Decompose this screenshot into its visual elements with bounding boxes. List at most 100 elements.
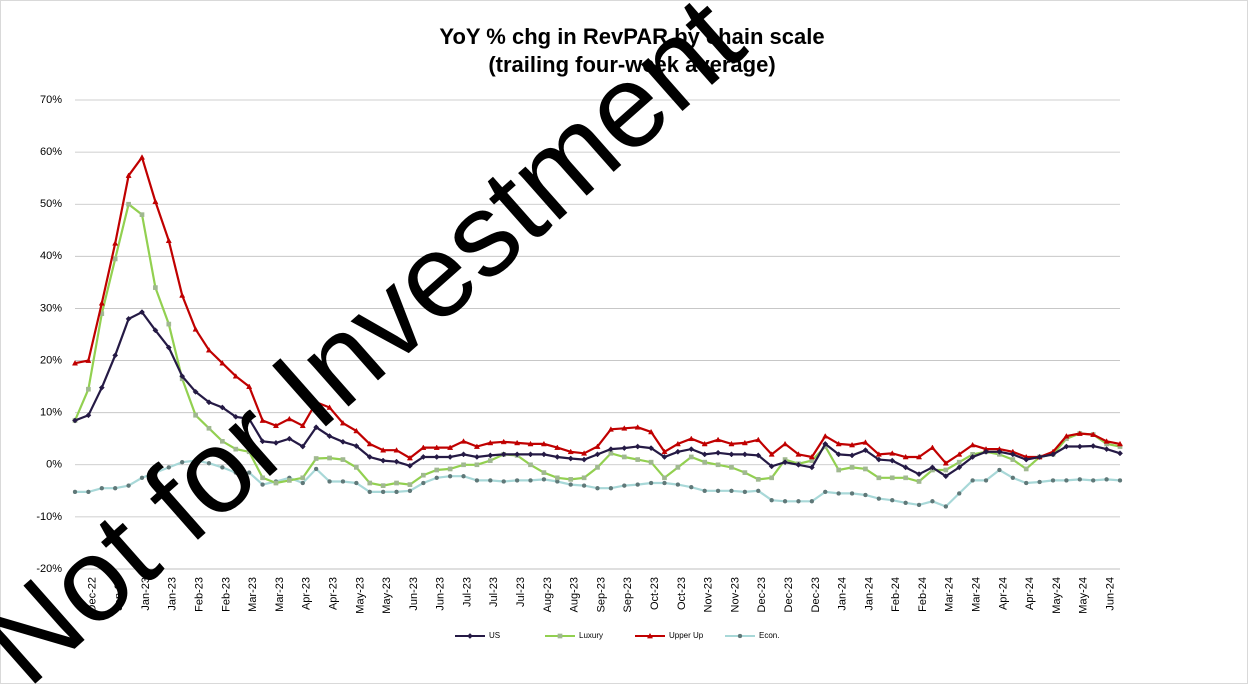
marker	[808, 453, 815, 460]
chart-subtitle: (trailing four-week average)	[488, 52, 775, 77]
marker	[1050, 451, 1056, 458]
marker	[648, 445, 655, 452]
marker	[339, 419, 346, 426]
marker	[340, 457, 346, 462]
marker	[286, 435, 293, 442]
marker	[701, 451, 708, 458]
marker	[822, 440, 829, 447]
marker	[447, 466, 453, 472]
marker	[98, 384, 105, 391]
x-tick-label: Jul-23	[461, 577, 473, 607]
marker	[581, 450, 588, 456]
marker	[646, 632, 654, 639]
marker	[220, 438, 225, 444]
marker	[85, 412, 92, 419]
marker	[406, 462, 413, 469]
marker	[942, 460, 949, 466]
marker	[179, 373, 186, 380]
marker	[193, 412, 198, 418]
marker	[942, 473, 949, 480]
marker	[353, 427, 360, 434]
marker	[554, 444, 561, 450]
marker	[487, 452, 494, 459]
marker	[822, 433, 829, 439]
x-tick-label: Aug-23	[569, 577, 581, 612]
marker	[527, 440, 534, 447]
marker	[407, 482, 413, 487]
marker	[393, 458, 400, 465]
marker	[808, 464, 815, 471]
marker	[260, 482, 265, 487]
marker	[688, 435, 695, 442]
marker	[782, 440, 789, 447]
marker	[447, 474, 453, 479]
marker	[715, 436, 722, 443]
marker	[622, 483, 627, 488]
marker	[179, 292, 186, 298]
marker	[354, 480, 359, 486]
marker	[769, 475, 774, 481]
x-tick-label: Apr-23	[327, 577, 339, 610]
marker	[313, 399, 320, 405]
marker	[340, 479, 346, 484]
marker	[607, 446, 614, 453]
marker	[662, 475, 667, 481]
marker	[956, 451, 963, 457]
plot-area: -20% -10% 0% 10% 20% 30% 40% 50% 60% 70% Dec-22 Jan…	[36, 94, 1124, 614]
marker	[875, 456, 882, 463]
marker	[674, 440, 681, 447]
marker	[1064, 478, 1069, 483]
x-tick-label: Dec-23	[756, 577, 768, 612]
marker	[688, 454, 694, 460]
marker	[648, 459, 654, 465]
marker	[890, 498, 895, 503]
marker	[71, 360, 79, 366]
marker	[1103, 446, 1110, 453]
chart-title: YoY % chg in RevPAR by chain scale	[439, 24, 824, 49]
marker	[568, 482, 573, 487]
marker	[433, 444, 440, 450]
marker	[969, 441, 976, 448]
x-tick-label: Feb-23	[193, 577, 205, 612]
marker	[165, 344, 172, 351]
marker	[957, 491, 962, 496]
marker	[1091, 478, 1096, 483]
marker	[1076, 443, 1083, 450]
marker	[835, 440, 842, 447]
marker	[99, 486, 104, 491]
marker	[461, 474, 466, 479]
marker	[354, 465, 359, 470]
marker	[246, 383, 253, 389]
marker	[85, 357, 92, 363]
marker	[541, 470, 547, 475]
marker	[433, 454, 440, 460]
marker	[1090, 443, 1097, 449]
marker	[126, 483, 131, 488]
marker	[648, 480, 654, 486]
marker	[595, 486, 600, 491]
marker	[662, 480, 667, 486]
y-tick-label: 70%	[40, 94, 62, 106]
marker	[380, 457, 387, 464]
marker	[702, 488, 707, 494]
x-tick-label: May-24	[1078, 577, 1090, 614]
marker	[540, 451, 547, 458]
marker	[715, 449, 722, 456]
marker	[674, 448, 681, 455]
marker	[1010, 457, 1016, 462]
marker	[541, 477, 547, 482]
marker	[139, 475, 145, 481]
marker	[836, 491, 841, 496]
marker	[849, 491, 855, 496]
x-tick-label: Jul-23	[488, 577, 500, 607]
marker	[394, 480, 399, 486]
marker	[929, 444, 936, 450]
legend-label: Luxury	[579, 631, 603, 640]
marker	[192, 326, 199, 332]
x-tick-label: Jan-24	[863, 577, 875, 611]
x-tick-label: Feb-24	[917, 577, 929, 612]
marker	[594, 443, 601, 449]
marker	[728, 451, 735, 458]
marker	[246, 415, 253, 422]
marker	[139, 212, 145, 217]
